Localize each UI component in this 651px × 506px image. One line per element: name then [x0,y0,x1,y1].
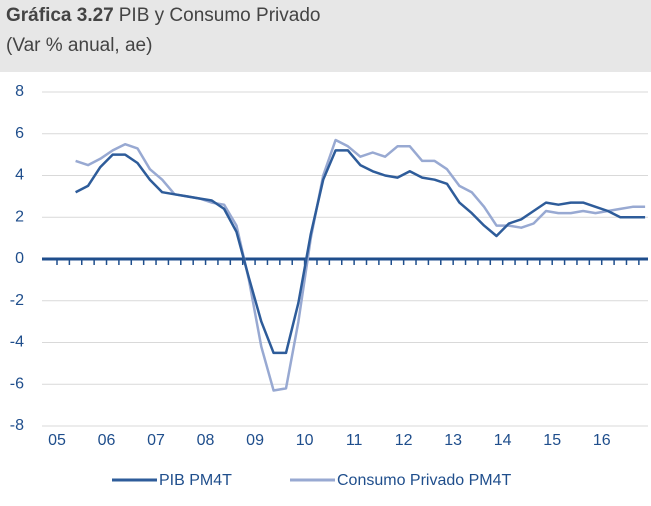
title-bold: Gráfica 3.27 [6,5,114,26]
y-tick-label: -6 [10,375,24,392]
legend-label: PIB PM4T [159,472,232,489]
y-tick-label: 6 [15,125,24,142]
legend-label: Consumo Privado PM4T [337,472,512,489]
x-tick-label: 09 [246,432,264,449]
y-tick-label: -4 [10,334,24,351]
x-tick-label: 15 [543,432,561,449]
x-tick-label: 08 [197,432,215,449]
x-tick-label: 11 [346,432,363,449]
x-tick-label: 14 [494,432,512,449]
x-tick-label: 12 [395,432,413,449]
y-tick-label: 8 [15,83,24,100]
x-tick-label: 07 [147,432,165,449]
header-band [0,0,651,72]
y-tick-label: 4 [15,167,24,184]
y-tick-label: -8 [10,417,24,434]
chart-title: Gráfica 3.27 PIB y Consumo Privado [6,5,320,26]
title-text: PIB y Consumo Privado [119,5,321,26]
y-tick-label: 0 [15,250,24,267]
series-line [75,138,646,392]
series-line [75,149,646,355]
chart-subtitle: (Var % anual, ae) [6,35,152,56]
x-tick-label: 16 [593,432,611,449]
y-tick-label: 2 [15,208,24,225]
x-tick-label: 05 [48,432,66,449]
x-tick-label: 06 [98,432,116,449]
x-tick-label: 10 [296,432,314,449]
x-tick-label: 13 [444,432,462,449]
y-tick-label: -2 [10,292,24,309]
